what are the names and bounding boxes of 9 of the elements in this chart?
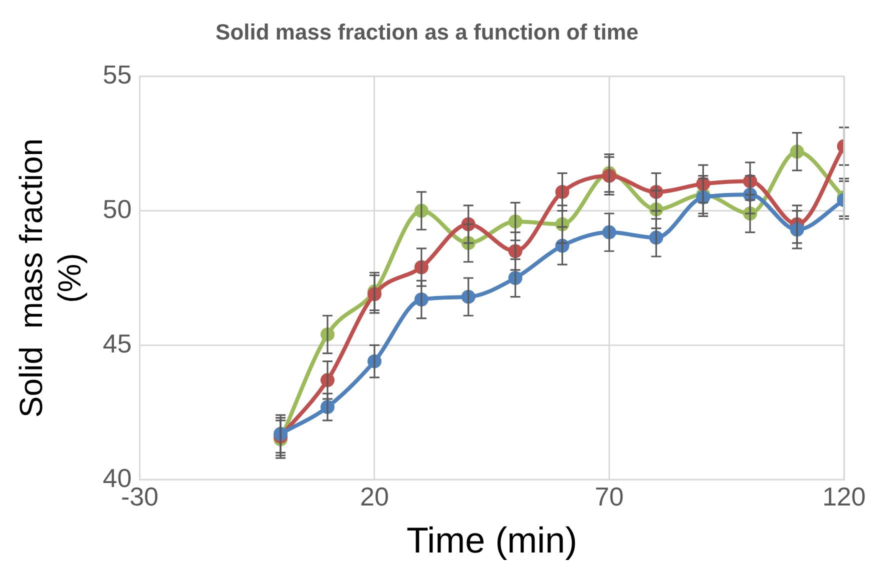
x-tick-label: 120 [822,481,866,512]
x-axis-title: Time (min) [406,519,578,560]
y-tick-label: 50 [102,194,132,224]
y-tick-label: 45 [102,328,132,358]
x-tick-label: 70 [594,481,624,512]
chart-title: Solid mass fraction as a function of time [216,19,638,44]
x-tick-label: 20 [360,481,389,512]
y-axis-title: Solid mass fraction (%) [13,138,88,418]
y-tick-label: 55 [102,60,132,90]
